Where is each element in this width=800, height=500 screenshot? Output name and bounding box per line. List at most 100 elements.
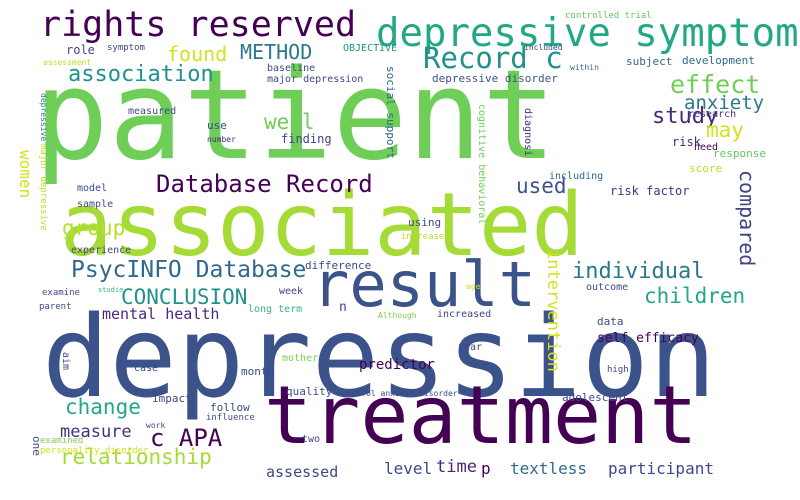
word-diagnosi: diagnosi (522, 108, 533, 157)
word-outcome: outcome (586, 282, 629, 293)
word-response: response (713, 147, 766, 160)
word-children: children (644, 284, 746, 308)
word-measured: measured (128, 106, 177, 117)
word-finding: finding (281, 132, 332, 146)
word-database-record: Database Record (156, 170, 373, 198)
word-mental-health: mental health (102, 305, 220, 323)
word-used: used (516, 174, 567, 198)
word-increase: increase (401, 232, 445, 242)
word-two: two (302, 434, 321, 445)
word-adolescent: adolescent (562, 391, 629, 404)
word-year: year (458, 342, 483, 353)
word-p: p (481, 459, 491, 478)
word-use: use (207, 119, 227, 132)
word-risk: risk (672, 135, 701, 149)
word-mother: mother (282, 353, 319, 364)
word-participant: participant (608, 459, 714, 478)
word-result: result (312, 248, 536, 321)
word-symptom: symptom (107, 43, 145, 53)
word-found: found (167, 42, 228, 66)
word-risk-factor: risk factor (610, 184, 690, 198)
word-associated: associated (60, 174, 584, 276)
word-n: n (339, 300, 347, 315)
word-model: model (77, 183, 108, 194)
word-examine: examine (42, 288, 80, 298)
word-major-depressive: major depressive (38, 144, 48, 231)
word-rights-reserved: rights reserved (40, 5, 357, 45)
word-predictor: predictor (359, 357, 435, 373)
word-depressive: depressive (39, 93, 48, 142)
word-may: may (706, 118, 744, 142)
word-c-apa: c APA (150, 424, 223, 452)
word-treatment: treatment (264, 369, 698, 462)
word-follow: follow (210, 401, 250, 414)
word-quality: quality (286, 385, 333, 398)
word-high: high (607, 365, 629, 375)
word-including: including (549, 171, 604, 182)
word-group: group (62, 216, 126, 240)
word-impact: impact (152, 392, 192, 405)
word-baseline: baseline (267, 63, 316, 74)
word-conclusion: CONCLUSION (121, 285, 248, 309)
word-depressive-disorder: depressive disorder (432, 72, 558, 85)
word-increased: increased (437, 309, 492, 320)
word-anxiety: anxiety (684, 92, 765, 114)
word-work: work (146, 421, 166, 430)
word-studie: studie (98, 286, 124, 294)
word-major-depression: major depression (267, 74, 364, 85)
word-study: study (652, 104, 719, 129)
word-effect: effect (670, 70, 761, 99)
word-measure: measure (60, 422, 132, 442)
word-examined: examined (40, 436, 84, 446)
word-one: one (30, 436, 43, 456)
word-data: data (597, 315, 624, 328)
word-controlled-trial: controlled trial (565, 11, 652, 21)
word-personality-disorder: personality disorder (40, 446, 149, 456)
word-influence: influence (206, 413, 255, 423)
word-role: role (66, 43, 95, 57)
word-subject: subject (626, 55, 673, 68)
word-within: within (570, 63, 599, 72)
word-although: Although (378, 311, 417, 320)
word-assessed: assessed (266, 463, 339, 481)
word-aim: aim (60, 352, 71, 371)
word-week: week (279, 286, 304, 297)
word-depressive-symptom: depressive symptom (376, 11, 799, 56)
word-sample: sample (77, 199, 114, 210)
word-case: case (134, 363, 159, 374)
word-time: time (436, 457, 477, 477)
word-intervention: intervention (543, 249, 563, 372)
word-objective: OBJECTIVE (343, 43, 398, 54)
word-assessment: assessment (43, 58, 92, 67)
word-included: included (524, 43, 563, 52)
word-number: number (207, 135, 236, 144)
word-difference: difference (305, 259, 372, 272)
word-self-efficacy: self efficacy (597, 331, 699, 346)
word-research: research (688, 109, 737, 120)
word-association: association (68, 62, 214, 87)
word-parent: parent (39, 302, 72, 312)
word-patient: patient (34, 44, 557, 188)
word-social-support: social support (384, 66, 397, 159)
word-well: well (264, 110, 315, 134)
word-need: need (694, 142, 719, 153)
word-change: change (65, 395, 141, 419)
word-long-term: long term (248, 304, 303, 315)
word-control-anxiety-disorder: control anxiety disorder (342, 389, 458, 398)
word-women: women (16, 150, 35, 199)
word-using: using (408, 216, 442, 229)
word-relationship: relationship (60, 445, 212, 469)
word-age: age (466, 282, 481, 291)
word-development: development (682, 54, 755, 67)
word-cognitive-behavioral: cognitive behavioral (476, 104, 487, 225)
word-psycinfo-database: PsycINFO Database (71, 257, 307, 283)
word-individual: individual (572, 259, 705, 284)
word-depression: depression (42, 293, 717, 423)
word-month: month (241, 365, 275, 378)
word-compared: compared (735, 170, 759, 267)
word-textless: textless (510, 459, 588, 478)
word-method: METHOD (240, 40, 313, 64)
word-experience: experience (71, 245, 132, 256)
word-record-c: Record c (423, 41, 563, 75)
